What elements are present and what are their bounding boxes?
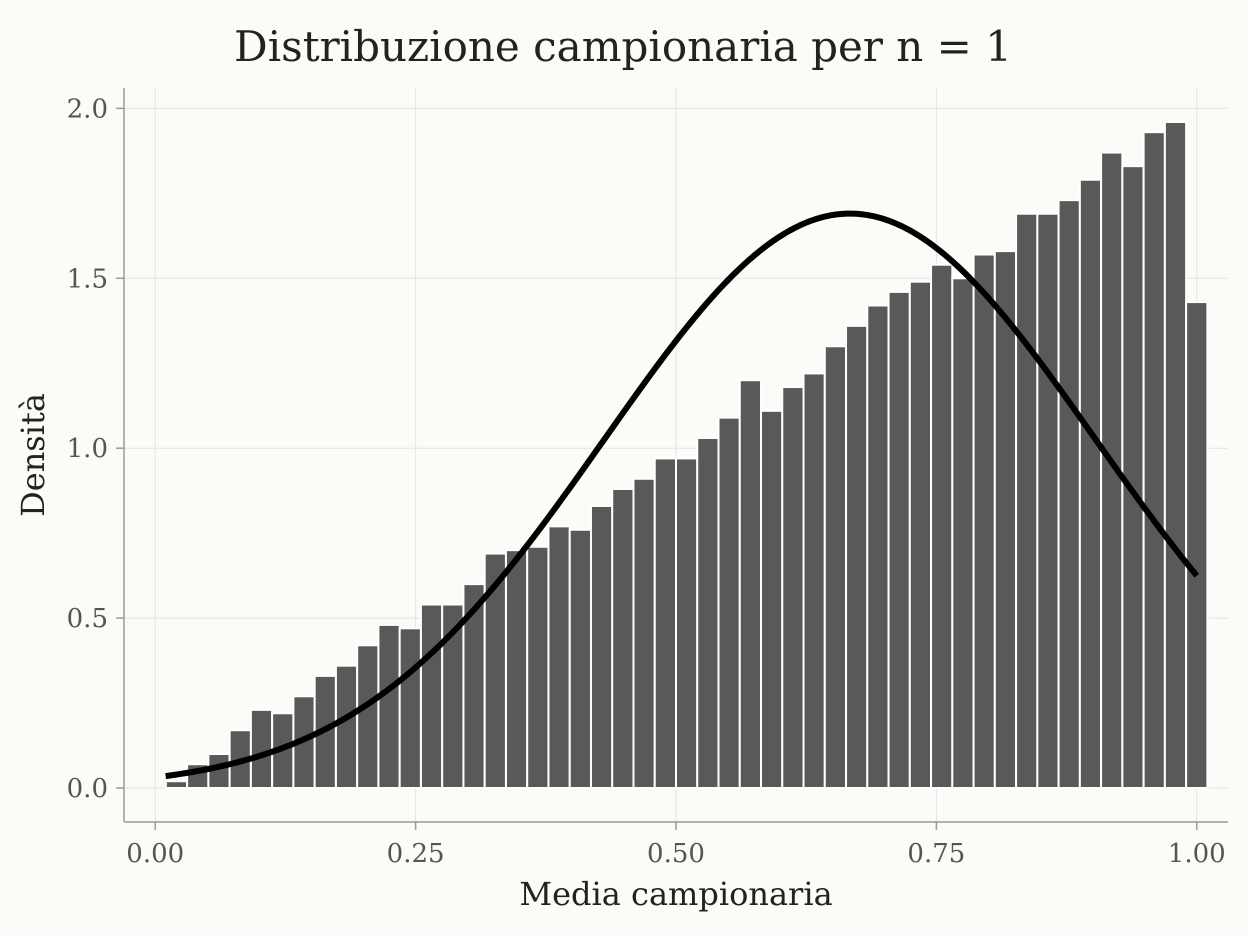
histogram-bar xyxy=(866,304,890,790)
x-tick-label: 0.50 xyxy=(647,839,705,869)
histogram-bar xyxy=(164,780,189,790)
histogram-bar xyxy=(908,280,933,790)
histogram-bar xyxy=(1185,301,1209,790)
normal-density-curve xyxy=(165,210,1200,780)
y-tick-label: 0.0 xyxy=(67,774,108,804)
histogram-bar xyxy=(1163,120,1188,790)
histogram-bar xyxy=(802,372,826,790)
histogram-bar xyxy=(887,290,911,790)
histogram-bar xyxy=(781,386,805,790)
histogram-bar xyxy=(589,504,614,790)
histogram-bar xyxy=(377,623,401,790)
histogram-bar xyxy=(951,277,975,790)
histogram-bar xyxy=(356,644,380,790)
histogram-bar xyxy=(504,549,529,790)
histogram-bar xyxy=(568,528,592,790)
x-tick-label: 0.75 xyxy=(907,839,965,869)
histogram-bar xyxy=(972,253,996,790)
y-axis-ticks: 0.0 0.5 1.0 1.5 2.0 xyxy=(67,94,124,804)
x-axis-title: Media campionaria xyxy=(519,875,832,913)
histogram-bar xyxy=(674,457,699,790)
histogram-bar xyxy=(930,263,954,790)
histogram-bar xyxy=(653,457,677,790)
y-tick-label: 0.5 xyxy=(67,604,108,634)
y-tick-label: 1.0 xyxy=(67,434,108,464)
x-axis-ticks: 0.00 0.25 0.50 0.75 1.00 xyxy=(126,822,1226,869)
x-tick-label: 0.00 xyxy=(126,839,184,869)
histogram-bar xyxy=(823,345,848,790)
histogram-bar xyxy=(632,477,656,790)
histogram-bar xyxy=(845,324,869,790)
histogram-bar xyxy=(738,379,763,790)
histogram-bar xyxy=(547,525,571,790)
histogram-bar xyxy=(717,416,741,790)
histogram-bar xyxy=(760,409,784,790)
x-tick-label: 1.00 xyxy=(1168,839,1226,869)
y-axis-title: Densità xyxy=(14,393,52,517)
histogram-bar xyxy=(398,627,422,790)
y-tick-label: 1.5 xyxy=(67,264,108,294)
chart-title: Distribuzione campionaria per n = 1 xyxy=(234,22,1012,71)
histogram-bar xyxy=(696,437,720,790)
histogram-bar xyxy=(419,603,444,790)
x-tick-label: 0.25 xyxy=(387,839,445,869)
histogram-bar xyxy=(526,545,550,790)
histogram-bar xyxy=(1142,131,1166,790)
histogram-bar xyxy=(249,708,274,790)
histogram-bar xyxy=(611,487,635,790)
histogram-bar xyxy=(1015,212,1039,790)
histogram-bar xyxy=(334,664,359,790)
histogram-bar xyxy=(1036,212,1060,790)
histogram-bar xyxy=(1057,199,1081,790)
y-tick-label: 2.0 xyxy=(67,94,108,124)
histogram-bars xyxy=(164,120,1209,790)
histogram-bar xyxy=(1078,178,1103,790)
